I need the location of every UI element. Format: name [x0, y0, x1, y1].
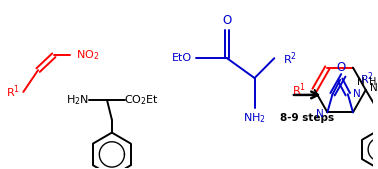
Text: $\mathregular{R^1}$: $\mathregular{R^1}$ [6, 84, 20, 100]
Text: 8-9 steps: 8-9 steps [280, 113, 334, 123]
Text: $\mathregular{R^2}$: $\mathregular{R^2}$ [283, 50, 297, 67]
Text: $\mathregular{R^2}$: $\mathregular{R^2}$ [359, 70, 373, 87]
Text: EtO: EtO [172, 53, 192, 63]
Text: O: O [337, 61, 346, 74]
Text: $\mathregular{R^1}$: $\mathregular{R^1}$ [292, 82, 306, 98]
Text: N: N [316, 109, 324, 119]
Text: N: N [370, 83, 378, 93]
Text: N: N [357, 77, 365, 87]
Text: $\mathregular{CO_2Et}$: $\mathregular{CO_2Et}$ [124, 93, 159, 107]
Text: $\mathregular{NO_2}$: $\mathregular{NO_2}$ [76, 48, 99, 62]
Text: $\mathregular{H_2N}$: $\mathregular{H_2N}$ [66, 93, 89, 107]
Text: $\mathregular{NH_2}$: $\mathregular{NH_2}$ [243, 111, 266, 125]
Text: N: N [353, 89, 361, 99]
Text: O: O [222, 14, 232, 27]
Text: H: H [369, 77, 376, 87]
